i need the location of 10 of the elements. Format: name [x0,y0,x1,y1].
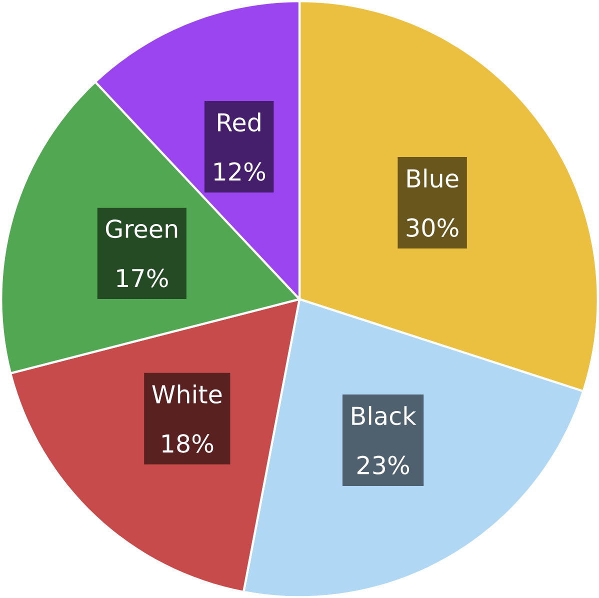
data-label: 18% [162,434,214,453]
slice-label: Red [218,112,260,132]
data-label: 30% [406,218,458,237]
slice-label: Blue [407,168,458,188]
slice-label: White [152,384,222,404]
slice-label: Green [106,219,178,238]
slice-label: Black [352,406,416,426]
data-label: 12% [214,162,266,181]
data-label: 17% [117,268,168,288]
data-label: 23% [357,456,410,474]
